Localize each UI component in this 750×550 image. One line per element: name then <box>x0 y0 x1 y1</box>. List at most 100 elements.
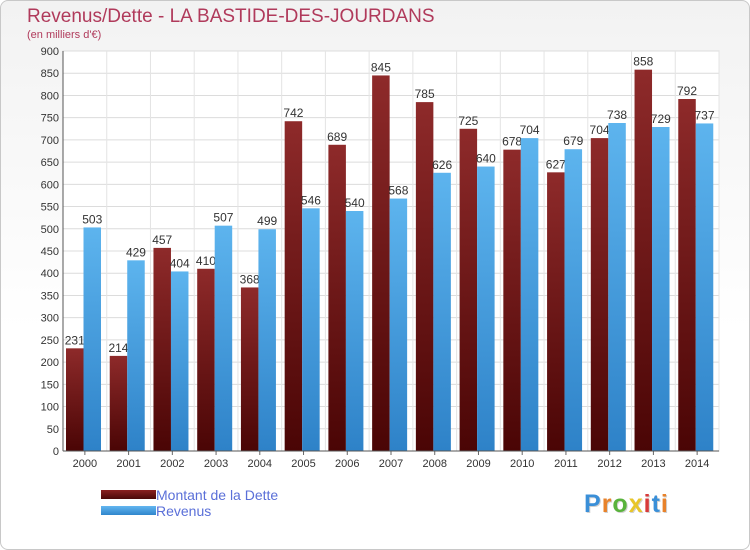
data-label-dette: 689 <box>327 130 347 144</box>
y-tick-label: 850 <box>41 68 59 80</box>
data-label-revenus: 404 <box>170 256 190 270</box>
bar-revenus <box>695 123 714 451</box>
bar-revenus <box>127 260 145 451</box>
data-label-revenus: 738 <box>607 108 627 122</box>
y-tick-label: 50 <box>47 424 59 436</box>
bar-revenus <box>608 123 626 451</box>
bar-revenus <box>345 211 364 451</box>
x-tick-label: 2002 <box>160 458 184 470</box>
data-label-revenus: 503 <box>82 212 102 226</box>
x-tick-label: 2013 <box>641 458 665 470</box>
data-label-revenus: 546 <box>301 193 321 207</box>
data-label-revenus: 640 <box>476 152 496 166</box>
data-label-dette: 845 <box>371 60 391 74</box>
x-tick-label: 2000 <box>73 458 97 470</box>
y-tick-label: 650 <box>41 157 59 169</box>
data-label-dette: 457 <box>152 233 172 247</box>
y-tick-label: 350 <box>41 290 59 302</box>
bar-dette <box>240 287 259 451</box>
data-label-revenus: 507 <box>213 211 233 225</box>
y-tick-label: 450 <box>41 246 59 258</box>
bar-dette <box>284 121 303 451</box>
legend-label-dette: Montant de la Dette <box>156 487 279 503</box>
data-label-dette: 627 <box>546 157 566 171</box>
bar-revenus <box>170 271 189 451</box>
data-label-dette: 410 <box>196 254 216 268</box>
logo-letter: t <box>651 490 661 518</box>
bar-dette <box>547 172 565 452</box>
data-label-dette: 231 <box>65 333 85 347</box>
logo-letter: o <box>612 490 629 518</box>
bar-revenus <box>433 172 451 451</box>
data-label-dette: 858 <box>633 55 653 69</box>
bar-revenus <box>302 208 320 451</box>
bar-dette <box>415 102 434 451</box>
data-label-revenus: 429 <box>126 245 146 259</box>
legend-label-revenus: Revenus <box>156 503 212 519</box>
proxiti-logo: Proxiti <box>584 490 669 519</box>
logo-letter: x <box>628 490 644 518</box>
y-tick-label: 100 <box>41 402 59 414</box>
data-label-revenus: 679 <box>563 134 583 148</box>
bar-dette <box>678 99 696 451</box>
bar-revenus <box>389 198 408 451</box>
y-tick-label: 500 <box>41 224 59 236</box>
bar-dette <box>459 128 478 451</box>
bar-revenus <box>258 229 276 451</box>
y-tick-label: 600 <box>41 179 59 191</box>
data-label-dette: 785 <box>415 87 435 101</box>
bar-revenus <box>520 138 539 451</box>
data-label-dette: 368 <box>240 272 260 286</box>
logo-letter: i <box>643 490 652 518</box>
x-tick-label: 2008 <box>422 458 446 470</box>
y-tick-label: 250 <box>41 335 59 347</box>
data-label-revenus: 729 <box>651 112 671 126</box>
bar-dette <box>634 69 653 452</box>
logo-letter: i <box>660 490 669 518</box>
y-tick-label: 800 <box>41 90 59 102</box>
y-tick-label: 300 <box>41 313 59 325</box>
x-tick-label: 2011 <box>554 458 578 470</box>
bar-dette <box>590 138 609 451</box>
bar-revenus <box>477 166 495 452</box>
x-tick-label: 2001 <box>116 458 140 470</box>
data-label-revenus: 737 <box>695 108 715 122</box>
data-label-dette: 742 <box>283 106 303 120</box>
data-label-revenus: 568 <box>388 184 408 198</box>
y-tick-label: 200 <box>41 357 59 369</box>
chart-title: Revenus/Dette - LA BASTIDE-DES-JOURDANS <box>27 6 435 27</box>
bar-revenus <box>652 127 670 451</box>
data-label-dette: 214 <box>108 341 128 355</box>
y-tick-label: 750 <box>41 113 59 125</box>
x-tick-label: 2010 <box>510 458 534 470</box>
x-tick-label: 2003 <box>204 458 228 470</box>
legend-swatch-dette <box>101 490 156 499</box>
bar-revenus <box>83 227 101 451</box>
y-tick-label: 700 <box>41 135 59 147</box>
x-tick-label: 2012 <box>597 458 621 470</box>
x-tick-label: 2004 <box>248 458 272 470</box>
x-tick-label: 2014 <box>685 458 709 470</box>
data-label-revenus: 626 <box>432 158 452 172</box>
y-tick-label: 550 <box>41 202 59 214</box>
y-tick-label: 0 <box>53 446 59 458</box>
bar-dette <box>503 149 521 451</box>
x-tick-label: 2009 <box>466 458 490 470</box>
bar-dette <box>109 355 128 451</box>
x-tick-label: 2006 <box>335 458 359 470</box>
logo-letter: r <box>601 490 613 518</box>
data-label-revenus: 499 <box>257 214 277 228</box>
logo-letter: P <box>584 490 602 518</box>
x-tick-label: 2005 <box>291 458 315 470</box>
data-label-revenus: 540 <box>345 196 365 210</box>
bar-revenus <box>214 225 233 451</box>
bar-dette <box>66 348 84 451</box>
bar-dette <box>328 144 346 451</box>
bar-revenus <box>564 149 583 451</box>
data-label-dette: 704 <box>590 123 610 137</box>
bar-dette <box>197 268 215 451</box>
data-label-dette: 792 <box>677 84 697 98</box>
x-tick-label: 2007 <box>379 458 403 470</box>
